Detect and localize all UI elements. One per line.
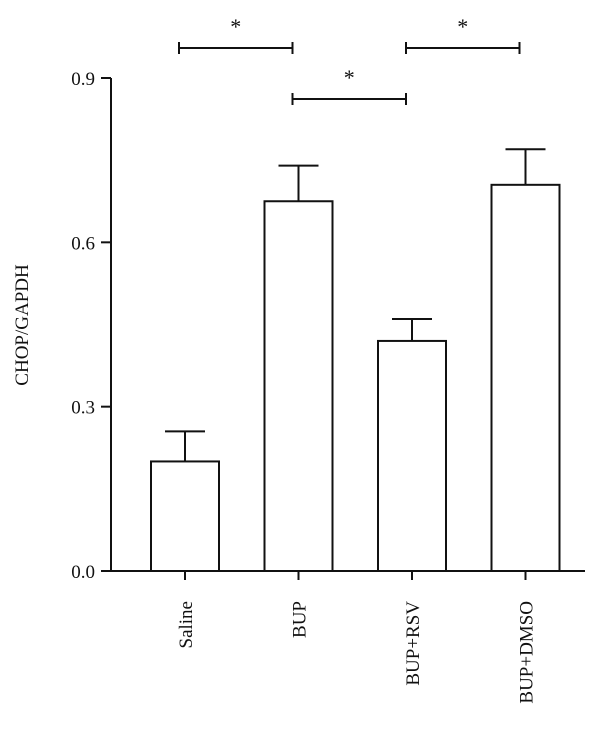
significance-star: *	[457, 14, 468, 39]
y-tick-label: 0.3	[71, 398, 95, 419]
y-axis-title: CHOP/GAPDH	[12, 264, 33, 386]
bar	[490, 183, 561, 572]
bar	[377, 339, 447, 572]
x-tick-labels: Saline BUP BUP+RSV BUP+DMSO	[176, 571, 538, 704]
y-tick-label: 0.9	[71, 69, 95, 90]
x-tick-label: BUP	[290, 601, 311, 638]
significance-brackets: * * *	[178, 14, 521, 105]
x-tick-label: BUP+DMSO	[517, 601, 538, 704]
significance-star: *	[230, 14, 241, 39]
bars	[150, 148, 561, 573]
y-tick-label: 0.0	[71, 562, 95, 583]
x-tick-label: Saline	[176, 601, 197, 649]
bar	[150, 460, 220, 573]
bar	[263, 200, 334, 572]
x-tick-label: BUP+RSV	[403, 601, 424, 686]
y-ticks: 0.0 0.3 0.6 0.9	[71, 69, 111, 583]
y-tick-label: 0.6	[71, 233, 95, 254]
significance-star: *	[344, 65, 355, 90]
